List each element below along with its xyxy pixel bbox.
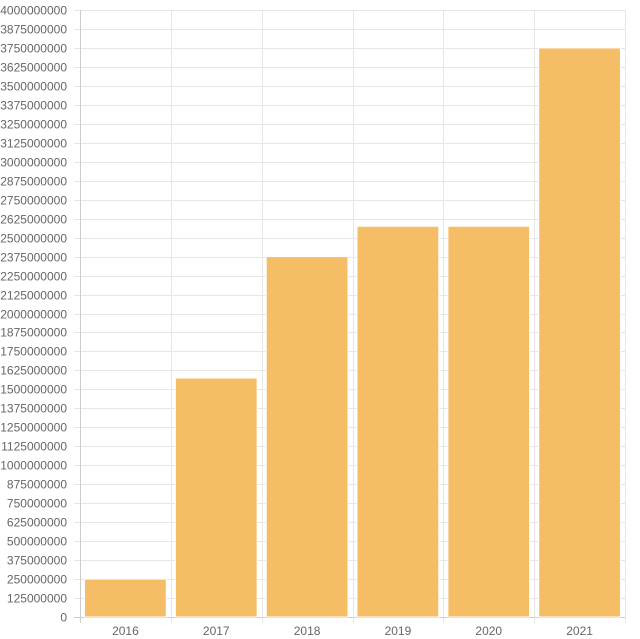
bar-2018 [265, 256, 349, 618]
bar-2017 [174, 377, 258, 618]
y-tick-label: 1250000000 [0, 421, 67, 435]
y-tick-label: 2375000000 [0, 251, 67, 265]
y-tick-label: 375000000 [7, 554, 67, 568]
y-tick-label: 750000000 [7, 497, 67, 511]
y-tick-label: 1000000000 [0, 459, 67, 473]
y-tick-label: 1125000000 [1, 440, 67, 454]
y-tick-label: 3750000000 [0, 42, 67, 56]
y-tick-label: 1875000000 [0, 326, 67, 340]
y-tick-label: 625000000 [7, 516, 67, 530]
y-tick-label: 3000000000 [0, 156, 67, 170]
y-tick-label: 2875000000 [0, 175, 67, 189]
y-axis-ticks: 0 125000000 250000000 375000000 500000000 625… [0, 4, 67, 625]
y-tick-label: 3625000000 [0, 61, 67, 75]
y-tick-label: 1500000000 [0, 383, 67, 397]
y-tick-label: 1375000000 [0, 402, 67, 416]
y-tick-label: 2125000000 [0, 289, 67, 303]
y-tick-label: 2000000000 [0, 308, 67, 322]
bar-2020 [447, 225, 531, 618]
y-tick-label: 3875000000 [0, 23, 67, 37]
x-tick-label: 2021 [566, 624, 593, 638]
x-tick-label: 2018 [294, 624, 321, 638]
y-tick-label: 2750000000 [0, 194, 67, 208]
y-tick-label: 3375000000 [0, 99, 67, 113]
bar-2016 [84, 578, 167, 618]
y-tick-label: 1750000000 [0, 345, 67, 359]
chart-gridlines [74, 10, 626, 623]
y-tick-label: 4000000000 [0, 4, 67, 18]
x-tick-label: 2019 [385, 624, 412, 638]
x-axis-ticks: 2016 2017 2018 2019 2020 2021 [112, 624, 593, 638]
chart-bars [84, 47, 621, 618]
y-tick-label: 250000000 [7, 573, 67, 587]
y-tick-label: 2625000000 [0, 213, 67, 227]
bar-2019 [356, 225, 440, 618]
y-tick-label: 1625000000 [0, 364, 67, 378]
y-tick-label: 3500000000 [0, 80, 67, 94]
y-tick-label: 3125000000 [0, 137, 67, 151]
y-tick-label: 500000000 [7, 535, 67, 549]
y-tick-label: 125000000 [7, 592, 67, 606]
y-tick-label: 3250000000 [0, 118, 67, 132]
y-tick-label: 0 [60, 611, 67, 625]
y-tick-label: 2250000000 [0, 270, 67, 284]
x-tick-label: 2016 [112, 624, 139, 638]
y-tick-label: 875000000 [7, 478, 67, 492]
bar-2021 [538, 47, 621, 618]
y-tick-label: 2500000000 [0, 232, 67, 246]
x-tick-label: 2017 [203, 624, 230, 638]
x-tick-label: 2020 [475, 624, 502, 638]
